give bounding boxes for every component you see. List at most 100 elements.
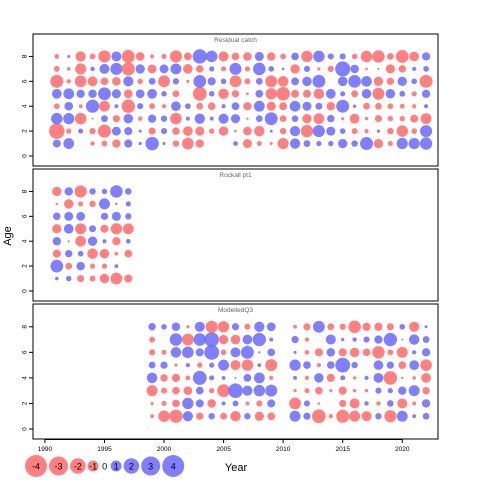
residual-bubble [338,386,347,395]
residual-bubble [195,399,204,408]
residual-bubble [372,346,385,359]
residual-bubble [218,113,229,124]
residual-bubble [218,88,229,99]
residual-bubble [231,323,240,331]
residual-bubble [101,263,108,269]
residual-bubble [159,64,169,74]
legend-label: 4 [171,462,176,472]
residual-bubble [148,77,156,85]
residual-bubble [194,113,205,124]
residual-bubble [387,400,394,407]
residual-bubble [243,102,252,111]
residual-bubble [171,322,181,332]
residual-bubble [138,141,142,146]
residual-bubble [101,188,108,195]
residual-bubble [49,123,65,139]
residual-bubble [160,128,168,135]
residual-bubble [303,412,311,420]
residual-bubble [279,127,287,135]
residual-bubble [254,125,265,137]
residual-bubble [398,386,407,395]
residual-bubble [98,50,111,63]
residual-bubble [161,324,167,330]
residual-bubble [420,359,432,371]
residual-bubble [194,321,205,332]
residual-bubble [422,412,430,420]
residual-bubble [374,335,383,344]
residual-bubble [51,112,63,125]
residual-bubble [148,323,156,331]
legend-label: 3 [148,462,153,472]
residual-bubble [327,65,334,72]
residual-bubble [267,412,276,421]
y-tick-label: 8 [22,189,29,193]
residual-bubble [170,112,182,125]
residual-bubble [289,359,301,371]
residual-bubble [293,350,297,354]
residual-bubble [230,114,241,124]
residual-bubble [125,238,131,244]
residual-bubble [220,349,227,356]
residual-bubble [172,127,180,135]
residual-bubble [124,274,133,283]
y-tick-label: 6 [22,79,29,83]
residual-bubble [375,413,382,420]
residual-bubble [78,201,84,207]
legend-label: -2 [74,462,82,472]
residual-bubble [110,272,123,285]
residual-bubble [290,64,300,74]
residual-bubble [411,91,417,97]
residual-bubble [231,90,240,98]
residual-bubble [114,264,119,269]
residual-bubble [363,336,370,343]
residual-bubble [398,361,407,369]
residual-bubble [374,115,382,123]
residual-bubble [265,384,278,397]
residual-bubble [364,129,369,134]
residual-bubble [89,263,96,269]
legend-bubble [141,456,161,476]
residual-bubble [317,67,321,71]
residual-bubble [254,321,265,332]
residual-bubble [338,138,348,149]
residual-bubble [328,414,333,419]
residual-bubble [242,139,252,149]
residual-bubble [335,61,351,77]
residual-bubble [217,321,230,333]
residual-bubble [64,187,73,196]
residual-bubble [291,52,299,61]
residual-bubble [373,138,384,149]
x-axis-label: Year [225,462,248,474]
residual-bubble [77,274,85,283]
residual-bubble [399,103,405,109]
y-tick-label: 0 [22,289,29,293]
residual-bubble [291,89,300,98]
x-tick-label: 2010 [276,446,291,453]
residual-bubble [244,66,251,72]
residual-bubble [158,410,170,422]
residual-bubble [209,375,215,381]
residual-bubble [221,401,226,406]
residual-bubble [364,116,369,121]
residual-bubble [302,76,312,87]
residual-bubble [361,411,372,422]
x-tick-label: 2000 [157,446,172,453]
residual-bubble [65,262,73,270]
residual-bubble [265,359,278,372]
residual-bubble [89,127,96,135]
residual-bubble [327,323,335,331]
residual-bubble [172,140,180,147]
residual-bubble [217,384,230,398]
residual-bubble [209,387,215,394]
residual-bubble [242,334,253,345]
residual-bubble [243,126,252,136]
residual-bubble [269,375,274,380]
residual-bubble [183,386,193,395]
residual-bubble [192,49,207,64]
residual-bubble [385,64,395,74]
residual-bubble [99,248,110,259]
y-tick-label: 4 [22,376,29,380]
residual-bubble [125,213,132,220]
residual-bubble [76,261,85,271]
residual-bubble [112,139,121,148]
